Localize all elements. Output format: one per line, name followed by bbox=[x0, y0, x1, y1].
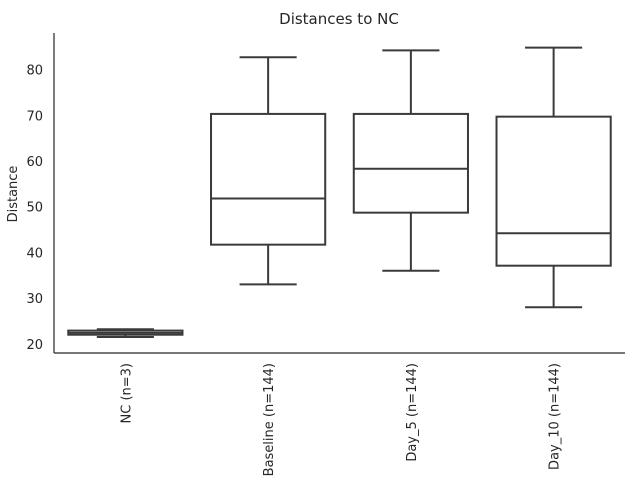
x-ticks: NC (n=3) Baseline (n=144) Day_5 (n=144) Day… bbox=[119, 363, 562, 476]
iqr-box bbox=[495, 115, 612, 267]
box-0 bbox=[67, 328, 184, 338]
boxes bbox=[67, 46, 612, 338]
x-tick-label: Day_10 (n=144) bbox=[548, 363, 563, 470]
y-tick-label: 50 bbox=[26, 201, 43, 216]
x-tick-label: NC (n=3) bbox=[119, 363, 134, 423]
y-tick-label: 20 bbox=[26, 338, 43, 353]
iqr-box bbox=[210, 112, 327, 246]
box-2 bbox=[352, 49, 469, 272]
box-1 bbox=[210, 56, 327, 286]
y-tick-label: 70 bbox=[26, 109, 43, 124]
x-tick-label: Day_5 (n=144) bbox=[405, 363, 420, 462]
x-tick-label: Baseline (n=144) bbox=[262, 363, 277, 476]
y-tick-label: 40 bbox=[26, 246, 43, 261]
y-axis-label: Distance bbox=[6, 166, 21, 223]
y-tick-label: 30 bbox=[26, 292, 43, 307]
y-tick-label: 80 bbox=[26, 64, 43, 79]
iqr-box bbox=[352, 112, 469, 214]
y-ticks: 20 30 40 50 60 70 80 bbox=[26, 64, 43, 353]
chart-title: Distances to NC bbox=[279, 10, 399, 28]
box-3 bbox=[495, 46, 612, 309]
y-tick-label: 60 bbox=[26, 155, 43, 170]
